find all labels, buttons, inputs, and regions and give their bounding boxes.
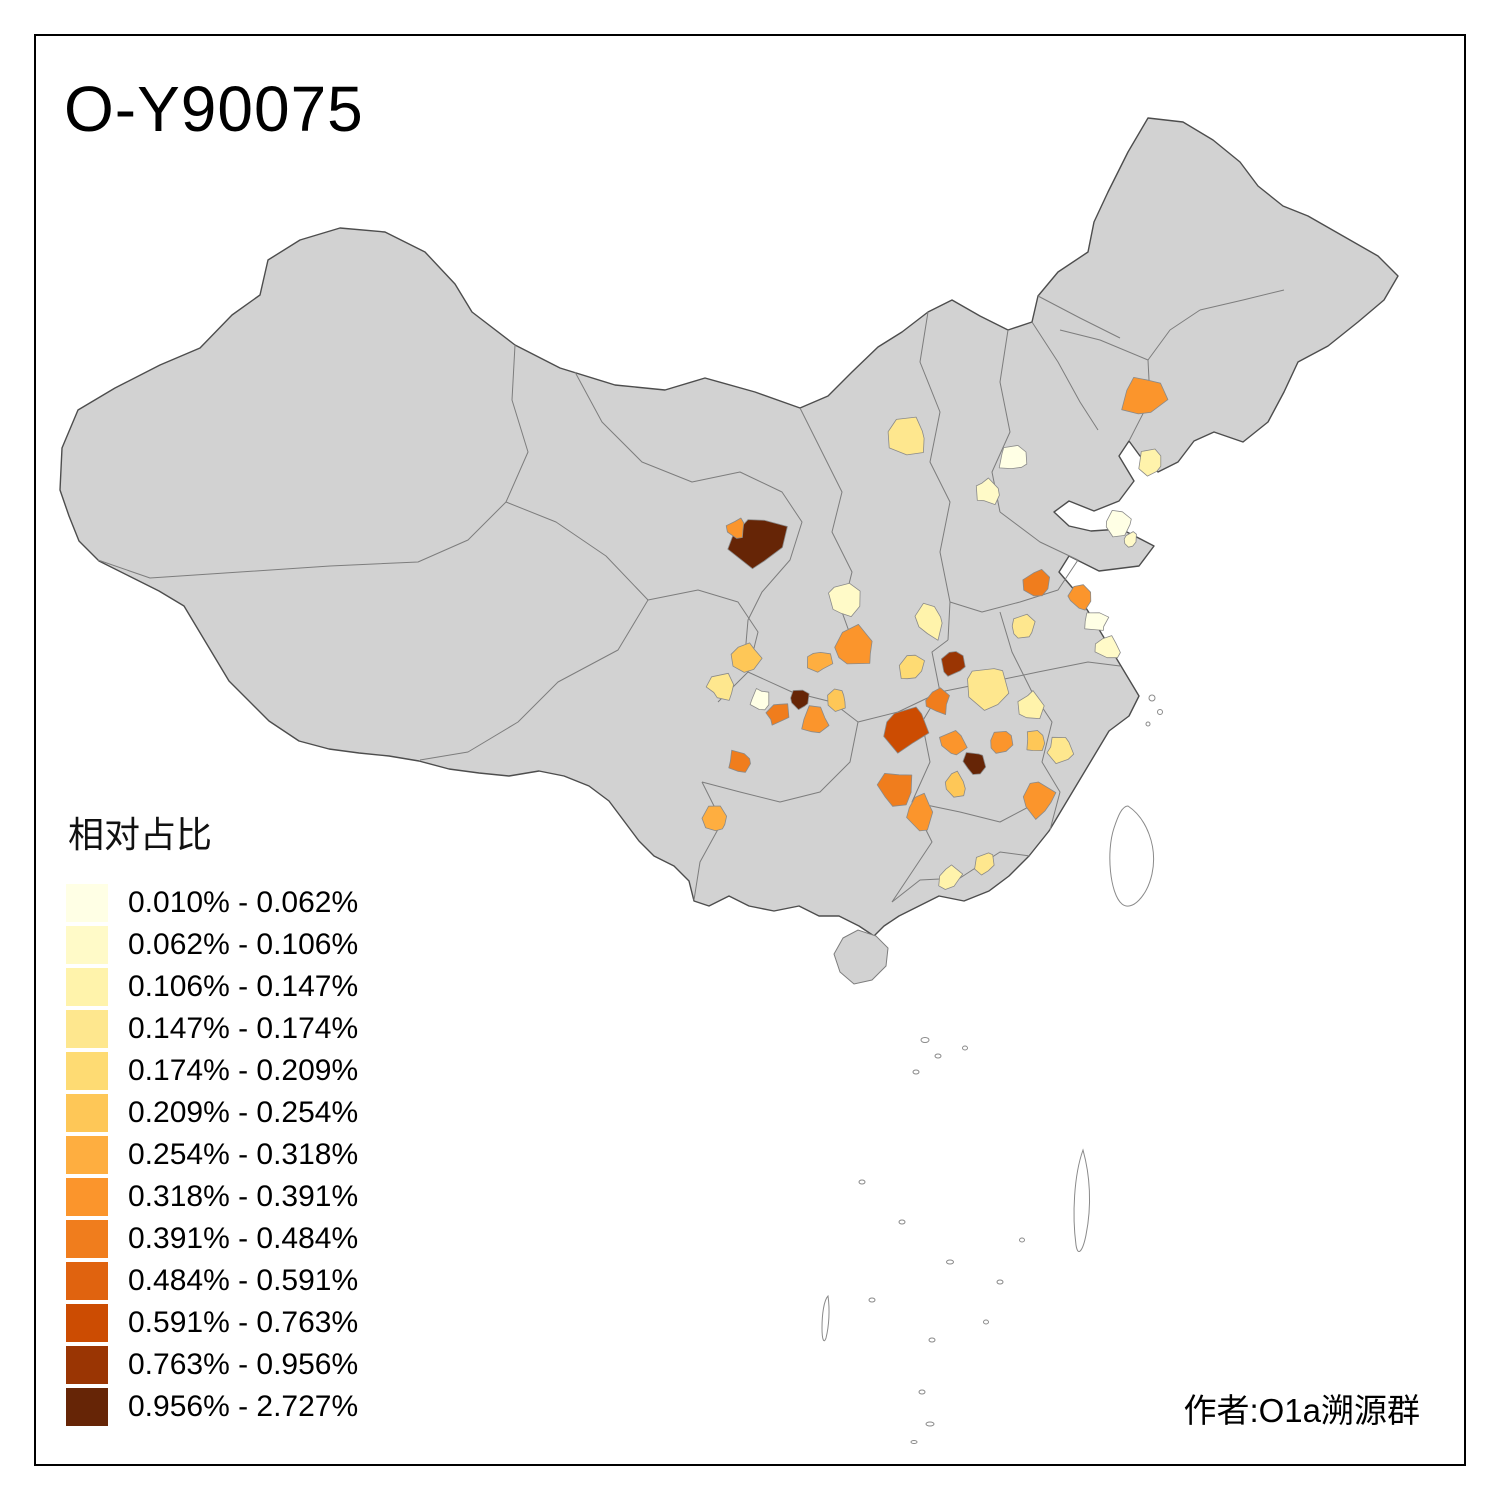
legend-swatch [66, 1094, 108, 1132]
legend-row: 0.391% - 0.484% [66, 1218, 358, 1260]
map-region [887, 416, 925, 456]
map-region [1022, 781, 1057, 820]
legend-label: 0.209% - 0.254% [128, 1096, 359, 1129]
legend-label: 0.147% - 0.174% [128, 1012, 359, 1045]
page-title: O-Y90075 [64, 73, 364, 145]
legend-label: 0.391% - 0.484% [128, 1222, 359, 1255]
legend-row: 0.174% - 0.209% [66, 1050, 358, 1092]
legend-row: 0.763% - 0.956% [66, 1344, 358, 1386]
legend-label: 0.010% - 0.062% [128, 886, 359, 919]
map-region [728, 749, 751, 773]
legend-label: 0.956% - 2.727% [128, 1390, 359, 1423]
map-region [1026, 730, 1046, 751]
map-region [749, 688, 770, 711]
plot-border [34, 34, 1466, 1466]
map-region [730, 642, 763, 673]
legend-label: 0.174% - 0.209% [128, 1054, 359, 1087]
map-region [834, 624, 873, 665]
map-region [1022, 569, 1050, 597]
map-region [827, 688, 846, 712]
map-region [941, 651, 966, 677]
legend-label: 0.763% - 0.956% [128, 1348, 359, 1381]
map-region [790, 689, 810, 710]
legend-row: 0.956% - 2.727% [66, 1386, 358, 1428]
map-region [1123, 531, 1137, 548]
legend-swatch [66, 1220, 108, 1258]
legend-row: 0.484% - 0.591% [66, 1260, 358, 1302]
map-region [939, 730, 968, 756]
map-region [701, 805, 727, 832]
legend-title: 相对占比 [68, 814, 213, 855]
map-region [914, 602, 943, 641]
legend-swatch [66, 884, 108, 922]
legend-swatch [66, 1178, 108, 1216]
legend-label: 0.484% - 0.591% [128, 1264, 359, 1297]
legend-row: 0.591% - 0.763% [66, 1302, 358, 1344]
map-region [925, 687, 950, 715]
map-region [906, 792, 934, 832]
map-legend: 相对占比 0.010% - 0.062% 0.062% - 0.106% 0.106… [66, 806, 358, 1428]
legend-row: 0.254% - 0.318% [66, 1134, 358, 1176]
legend-label: 0.062% - 0.106% [128, 928, 359, 961]
map-region [705, 672, 734, 701]
map-region [898, 654, 925, 680]
legend-label: 0.591% - 0.763% [128, 1306, 359, 1339]
map-region [975, 477, 1000, 506]
map-region [998, 444, 1028, 470]
legend-swatch [66, 926, 108, 964]
hainan-island [833, 929, 889, 985]
map-region [938, 864, 964, 890]
map-region [725, 517, 745, 539]
map-region [765, 703, 790, 726]
legend-row: 0.318% - 0.391% [66, 1176, 358, 1218]
map-region [1046, 736, 1075, 764]
map-region [1121, 376, 1169, 415]
legend-swatch [66, 1136, 108, 1174]
legend-label: 0.254% - 0.318% [128, 1138, 359, 1171]
legend-swatch [66, 1388, 108, 1426]
legend-row: 0.209% - 0.254% [66, 1092, 358, 1134]
sea-islets [821, 694, 1163, 1444]
map-region [883, 706, 930, 754]
map-region [801, 705, 830, 734]
province-borders [97, 289, 1285, 903]
map-region [1017, 690, 1045, 719]
legend-swatch [66, 968, 108, 1006]
map-region [1094, 635, 1121, 659]
legend-swatch [66, 1010, 108, 1048]
legend-rows: 0.010% - 0.062% 0.062% - 0.106% 0.106% - 0… [66, 882, 358, 1428]
map-region [876, 773, 913, 807]
data-regions [701, 376, 1169, 890]
map-region [1011, 613, 1036, 639]
legend-swatch [66, 1304, 108, 1342]
legend-row: 0.106% - 0.147% [66, 966, 358, 1008]
author-credit: 作者:O1a溯源群 [1183, 1392, 1420, 1429]
legend-label: 0.106% - 0.147% [128, 970, 359, 1003]
map-region [974, 852, 995, 876]
taiwan-island [1109, 805, 1154, 907]
map-region [990, 731, 1014, 754]
map-region [944, 770, 966, 798]
map-region [1067, 584, 1092, 611]
legend-swatch [66, 1346, 108, 1384]
map-region [828, 582, 861, 617]
map-region [967, 668, 1010, 711]
map-region [807, 652, 834, 673]
map-region [962, 752, 987, 775]
legend-swatch [66, 1052, 108, 1090]
legend-swatch [66, 1262, 108, 1300]
legend-label: 0.318% - 0.391% [128, 1180, 359, 1213]
map-region [1084, 612, 1110, 631]
legend-row: 0.010% - 0.062% [66, 882, 358, 924]
legend-row: 0.062% - 0.106% [66, 924, 358, 966]
map-region [1138, 448, 1162, 477]
legend-row: 0.147% - 0.174% [66, 1008, 358, 1050]
map-region [1105, 509, 1132, 538]
